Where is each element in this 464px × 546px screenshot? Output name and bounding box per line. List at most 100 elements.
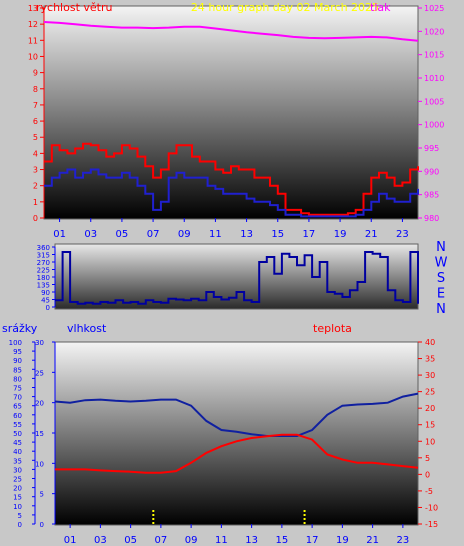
temperature-tick-label: 35 bbox=[425, 355, 435, 364]
direction-tick-label: 315 bbox=[37, 252, 50, 260]
compass-letter-n: N bbox=[436, 302, 446, 317]
bottom-time-axis: 01 03 05 07 09 11 13 15 17 19 21 23 bbox=[64, 524, 409, 546]
time-tick-label: 05 bbox=[124, 535, 137, 546]
humidity-tick-label: 0 bbox=[40, 521, 44, 529]
time-tick-label: 13 bbox=[240, 229, 253, 240]
temperature-tick-label: 5 bbox=[425, 454, 430, 463]
pressure-tick-label: 985 bbox=[424, 191, 439, 200]
wind-speed-tick-label: 0 bbox=[33, 214, 38, 223]
time-tick-label: 11 bbox=[215, 535, 228, 546]
direction-tick-label: 45 bbox=[41, 297, 50, 305]
direction-series-group bbox=[55, 251, 419, 305]
wind-gust-line bbox=[44, 168, 419, 218]
wind-speed-tick-label: 6 bbox=[33, 117, 38, 126]
direction-plot-area bbox=[54, 243, 419, 310]
temperature-tick-label: 40 bbox=[425, 338, 435, 347]
wind-speed-line bbox=[44, 142, 419, 216]
temperature-tick-label: -5 bbox=[425, 487, 433, 496]
temperature-tick-label: 20 bbox=[425, 404, 435, 413]
humidity-tick-label: 20 bbox=[35, 400, 44, 408]
rain-tick-label: 0 bbox=[18, 521, 22, 529]
direction-tick-label: 90 bbox=[41, 289, 50, 297]
temperature-tick-label: -15 bbox=[425, 520, 438, 529]
humidity-label: vlhkost bbox=[67, 322, 107, 335]
humidity-tick-label: 10 bbox=[35, 460, 44, 468]
wind-speed-tick-label: 4 bbox=[33, 149, 38, 158]
humidity-axis: 0 5 10 15 20 25 30 bbox=[35, 339, 56, 529]
rain-tick-label: 45 bbox=[13, 439, 22, 447]
wind-speed-tick-label: 8 bbox=[33, 85, 38, 94]
time-tick-label: 01 bbox=[53, 229, 66, 240]
temperature-tick-label: 0 bbox=[425, 470, 430, 479]
wind-speed-label: rychlost větru bbox=[36, 1, 112, 14]
chart-title: 24 hour graph day 02 March 2025 bbox=[191, 1, 379, 14]
wind-speed-tick-label: 9 bbox=[33, 69, 38, 78]
temperature-line bbox=[55, 433, 419, 474]
rain-tick-label: 15 bbox=[13, 494, 22, 502]
direction-tick-label: 0 bbox=[46, 304, 50, 312]
temperature-tick-label: 15 bbox=[425, 421, 435, 430]
rain-tick-label: 25 bbox=[13, 476, 22, 484]
compass-letter-s: S bbox=[437, 271, 445, 286]
direction-tick-label: 135 bbox=[37, 282, 50, 290]
direction-tick-label: 360 bbox=[37, 244, 50, 252]
pressure-tick-label: 990 bbox=[424, 167, 439, 176]
time-tick-label: 23 bbox=[397, 535, 410, 546]
time-tick-label: 11 bbox=[209, 229, 222, 240]
direction-tick-label: 270 bbox=[37, 259, 50, 267]
compass-letter-e: E bbox=[437, 287, 445, 302]
pressure-tick-label: 1005 bbox=[424, 97, 444, 106]
rain-tick-label: 70 bbox=[13, 394, 22, 402]
time-tick-label: 17 bbox=[306, 535, 319, 546]
top-plot-area bbox=[43, 5, 419, 220]
humidity-tick-label: 30 bbox=[35, 339, 44, 347]
rain-tick-label: 65 bbox=[13, 403, 22, 411]
wind-speed-tick-label: 12 bbox=[28, 20, 38, 29]
tlak-line bbox=[43, 21, 419, 42]
time-tick-label: 13 bbox=[245, 535, 258, 546]
pressure-tick-label: 1020 bbox=[424, 27, 444, 36]
top-time-axis: 01 03 05 07 09 11 13 15 17 19 21 23 bbox=[53, 218, 409, 240]
humidity-tick-label: 25 bbox=[35, 369, 44, 377]
time-tick-label: 23 bbox=[396, 229, 409, 240]
temperature-label: teplota bbox=[313, 322, 352, 335]
direction-tick-label: 180 bbox=[37, 274, 50, 282]
wind-speed-tick-label: 10 bbox=[28, 52, 38, 61]
rain-tick-label: 35 bbox=[13, 457, 22, 465]
time-tick-label: 15 bbox=[271, 229, 284, 240]
bottom-plot-area bbox=[54, 341, 419, 526]
temperature-tick-label: -10 bbox=[425, 503, 438, 512]
rain-tick-label: 75 bbox=[13, 385, 22, 393]
time-tick-label: 05 bbox=[116, 229, 129, 240]
rain-label: srážky bbox=[2, 322, 38, 335]
time-tick-label: 03 bbox=[94, 535, 107, 546]
time-tick-label: 21 bbox=[366, 535, 379, 546]
humidity-tick-label: 5 bbox=[40, 491, 44, 499]
rain-tick-label: 60 bbox=[13, 412, 22, 420]
wind-speed-tick-label: 11 bbox=[28, 36, 38, 45]
pressure-tick-label: 980 bbox=[424, 214, 439, 223]
time-tick-label: 03 bbox=[84, 229, 97, 240]
time-tick-label: 21 bbox=[365, 229, 378, 240]
rain-tick-label: 80 bbox=[13, 375, 22, 383]
wind-speed-tick-label: 13 bbox=[28, 4, 38, 13]
pressure-tick-label: 1010 bbox=[424, 74, 444, 83]
rain-tick-label: 10 bbox=[13, 503, 22, 511]
rain-tick-label: 90 bbox=[13, 357, 22, 365]
pressure-tick-label: 1000 bbox=[424, 121, 444, 130]
humidity-line bbox=[54, 392, 419, 437]
rain-tick-label: 100 bbox=[9, 339, 22, 347]
humidity-tick-label: 15 bbox=[35, 430, 44, 438]
bottom-series-group bbox=[54, 392, 419, 524]
compass-letter-n: N bbox=[436, 240, 446, 255]
wind-speed-tick-label: 7 bbox=[33, 101, 38, 110]
wind-speed-tick-label: 2 bbox=[33, 182, 38, 191]
time-tick-label: 07 bbox=[147, 229, 160, 240]
top-series-group bbox=[43, 21, 419, 218]
rain-tick-label: 50 bbox=[13, 430, 22, 438]
pressure-axis: 980 985 990 995 1000 1005 1010 1015 1020 1025 bbox=[418, 4, 444, 223]
rain-tick-label: 95 bbox=[13, 348, 22, 356]
